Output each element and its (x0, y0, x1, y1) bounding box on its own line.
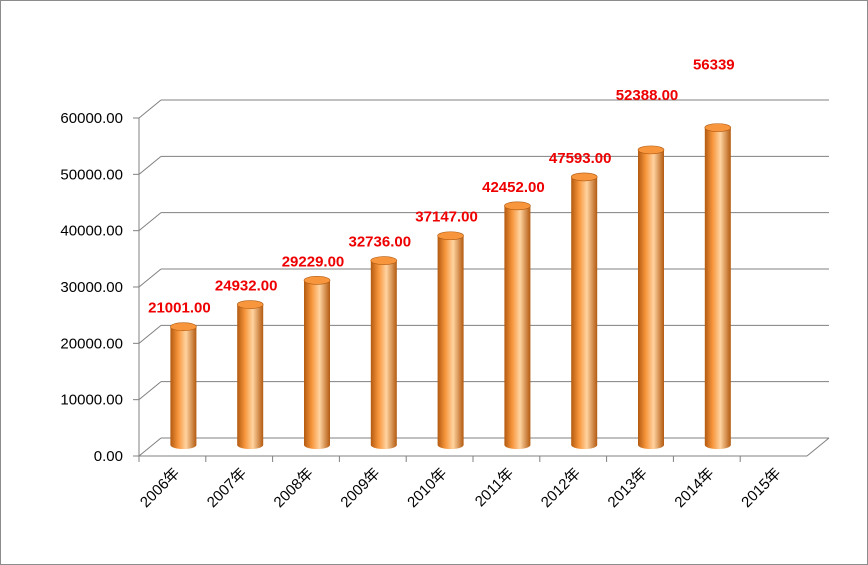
bar-top (236, 300, 264, 309)
grid-diagonal (138, 437, 162, 457)
x-tick-label: 2013年 (605, 465, 651, 511)
bar-body (504, 205, 531, 449)
x-tick-label: 2006年 (137, 465, 183, 511)
bar-body (170, 326, 197, 449)
x-tick-label: 2012年 (538, 465, 584, 511)
y-tick-label: 60000.00 (60, 110, 123, 127)
bar (303, 276, 331, 449)
grid-diagonal (138, 99, 162, 119)
data-label: 47593.00 (549, 150, 612, 167)
x-tick-label: 2009年 (337, 465, 383, 511)
bar (437, 231, 464, 449)
x-tick-label: 2008年 (271, 465, 317, 511)
bar-body (237, 304, 264, 449)
floor-edge (806, 437, 830, 457)
data-label-layer: 21001.0024932.0029229.0032736.0037147.00… (148, 57, 735, 317)
bar-top (370, 256, 398, 265)
y-tick-label: 30000.00 (60, 279, 123, 296)
data-label: 24932.00 (215, 278, 278, 295)
y-axis: 0.00 10000.00 20000.00 30000.00 40000.00 5000… (60, 110, 123, 465)
grid-diagonal (138, 155, 162, 175)
data-label: 37147.00 (415, 209, 478, 226)
bar (637, 145, 665, 450)
grid-diagonal (138, 268, 162, 288)
bar (236, 300, 264, 449)
data-label: 21001.00 (148, 300, 211, 317)
bar-body (704, 127, 731, 450)
bar-body (571, 176, 598, 449)
x-tick-label: 2007年 (204, 465, 250, 511)
bar-body (638, 149, 664, 450)
bar-top (303, 276, 331, 285)
bar-body (437, 235, 464, 449)
grid-diagonal (138, 381, 162, 401)
data-label: 32736.00 (349, 234, 412, 251)
y-tick-label: 20000.00 (60, 335, 123, 352)
bar (704, 123, 732, 450)
bar-top (570, 172, 598, 182)
y-tick-label: 40000.00 (60, 223, 123, 240)
grid-diagonal (138, 212, 162, 232)
data-label: 29229.00 (282, 253, 345, 270)
bar-layer (170, 123, 732, 450)
bar-body (370, 260, 397, 449)
data-label: 52388.00 (616, 87, 679, 104)
x-tick-label: 2011年 (472, 465, 517, 510)
bar-body (304, 280, 330, 449)
bar (170, 322, 197, 449)
bar-top (704, 123, 732, 132)
y-tick-label: 0.00 (94, 448, 123, 465)
bar-top (170, 322, 197, 331)
bar (504, 201, 531, 449)
grid-diagonal (138, 324, 162, 344)
y-tick-label: 10000.00 (60, 392, 123, 409)
x-axis: 2006年 2007年 2008年 2009年 2010年 2011年 2012年 2013年… (137, 465, 784, 511)
bar (570, 172, 598, 449)
y-tick-label: 50000.00 (60, 166, 123, 183)
bar-top (504, 201, 531, 211)
x-tick-label: 2014年 (671, 465, 717, 511)
data-label: 42452.00 (482, 179, 545, 196)
data-label: 56339 (693, 57, 735, 74)
bar (370, 256, 398, 449)
bar-top (437, 231, 464, 241)
bar-top (637, 145, 665, 155)
x-tick-label: 2010年 (404, 465, 450, 511)
x-tick-label: 2015年 (738, 465, 784, 511)
